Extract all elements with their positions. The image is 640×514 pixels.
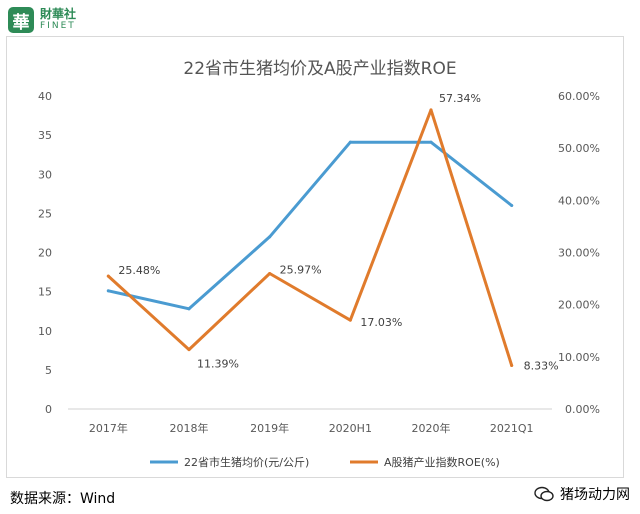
data-label: 57.34%: [439, 92, 481, 105]
legend-label: 22省市生猪均价(元/公斤): [184, 455, 309, 469]
series-line-1: [106, 108, 514, 367]
y-right-tick-label: 0.00%: [565, 403, 600, 416]
y-left-tick-label: 15: [38, 286, 52, 299]
data-source-note: 数据来源：Wind: [10, 491, 116, 507]
chart-frame: [6, 36, 624, 478]
chart-title: 22省市生猪均价及A股产业指数ROE: [183, 59, 456, 79]
y-right-tick-label: 10.00%: [558, 351, 600, 364]
data-point: [348, 140, 352, 144]
y-left-tick-label: 35: [38, 129, 52, 142]
account-name: 猪场动力网: [560, 487, 630, 503]
y-left-tick-label: 5: [45, 364, 52, 377]
data-label: 25.97%: [280, 264, 322, 277]
x-tick-label: 2020H1: [329, 422, 372, 435]
y-left-tick-label: 30: [38, 168, 52, 181]
data-point: [106, 289, 110, 293]
data-point: [268, 272, 272, 276]
y-right-tick-label: 60.00%: [558, 90, 600, 103]
y-left-tick-label: 25: [38, 207, 52, 220]
brand-text: 財華社 FINET: [40, 8, 76, 32]
y-left-tick-label: 40: [38, 90, 52, 103]
x-tick-label: 2020年: [412, 421, 451, 435]
x-tick-label: 2017年: [89, 421, 128, 435]
data-label: 17.03%: [360, 316, 402, 329]
data-point: [510, 364, 514, 368]
y-left-tick-label: 0: [45, 403, 52, 416]
data-label: 11.39%: [197, 358, 239, 371]
data-point: [187, 348, 191, 352]
data-label: 25.48%: [118, 264, 160, 277]
y-left-tick-label: 20: [38, 247, 52, 260]
dual-axis-line-chart: 22省市生猪均价及A股产业指数ROE 0 5 10 15 20 25 30 35 40 0.00% 1…: [38, 59, 600, 469]
brand-mark-icon: 華: [8, 7, 34, 33]
x-tick-label: 2021Q1: [490, 422, 534, 435]
series-line-0: [106, 140, 514, 311]
y-left-tick-label: 10: [38, 325, 52, 338]
data-label: 8.33%: [524, 360, 559, 373]
x-tick-label: 2018年: [170, 421, 209, 435]
data-point: [429, 140, 433, 144]
x-tick-label: 2019年: [250, 421, 289, 435]
brand-name-cn: 財華社: [40, 7, 77, 21]
data-point: [348, 318, 352, 322]
y-right-tick-label: 20.00%: [558, 299, 600, 312]
data-point: [510, 204, 514, 208]
data-point: [106, 274, 110, 278]
wechat-account: 猪场动力网: [534, 484, 630, 504]
legend-label: A股猪产业指数ROE(%): [384, 455, 500, 469]
y-right-tick-label: 40.00%: [558, 194, 600, 207]
y-right-tick-label: 50.00%: [558, 142, 600, 155]
brand-name-en: FINET: [40, 21, 76, 31]
data-point: [187, 307, 191, 311]
y-right-tick-label: 30.00%: [558, 247, 600, 260]
wechat-icon: [534, 486, 554, 502]
brand-logo: 華 財華社 FINET: [8, 4, 76, 36]
data-point: [268, 235, 272, 239]
data-point: [429, 108, 433, 112]
